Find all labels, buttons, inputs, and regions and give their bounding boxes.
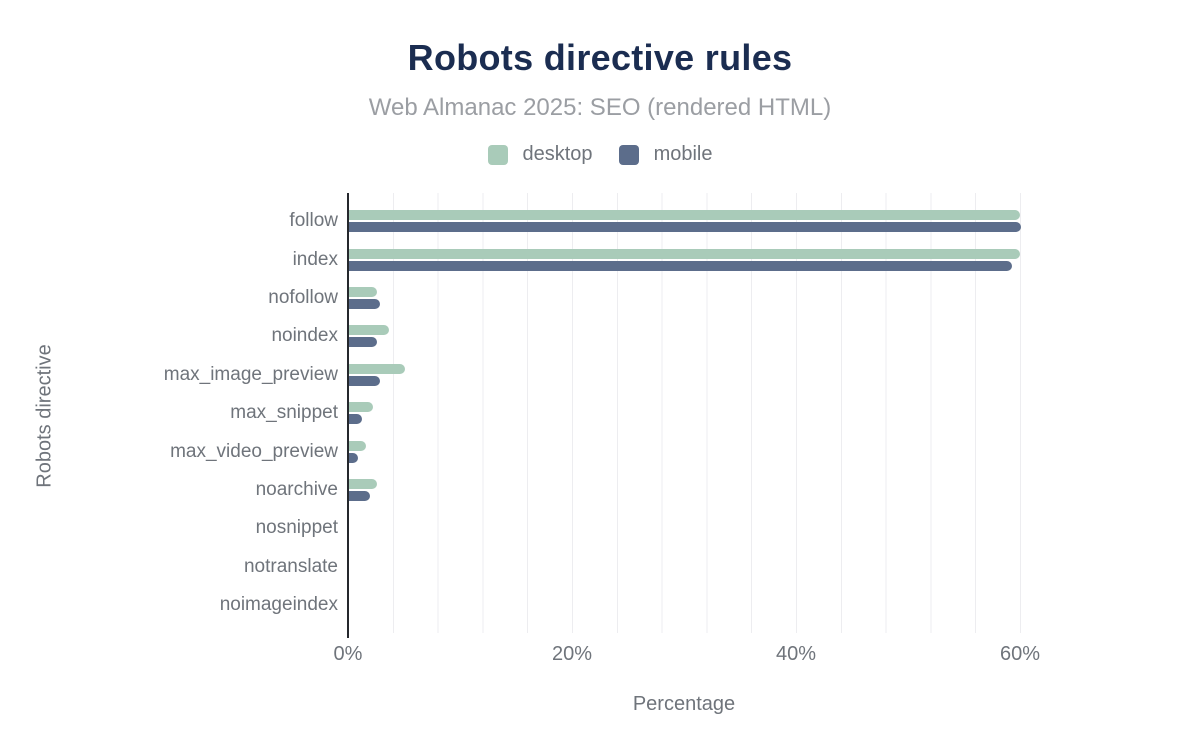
chart-row: notranslate: [244, 548, 1021, 586]
chart-row: max_image_preview: [164, 356, 1021, 394]
y-axis-line: [347, 633, 349, 638]
bar-desktop: [349, 210, 1020, 221]
row-label: noindex: [271, 325, 338, 347]
bar-desktop: [349, 325, 390, 336]
row-label: nosnippet: [255, 517, 338, 539]
row-label: noimageindex: [219, 594, 338, 616]
legend-label-desktop: desktop: [522, 143, 593, 165]
x-tick-label: 40%: [775, 643, 817, 665]
chart-title: Robots directive rules: [407, 37, 793, 78]
x-axis-title: Percentage: [632, 693, 736, 715]
row-label: max_snippet: [230, 402, 338, 424]
chart-row: max_video_preview: [170, 432, 1021, 470]
bar-mobile: [349, 337, 377, 348]
row-label: follow: [289, 210, 338, 232]
x-tick-label: 0%: [333, 643, 363, 665]
legend-swatch-mobile: [618, 144, 639, 165]
bar-desktop: [349, 286, 377, 297]
bar-mobile: [349, 414, 363, 425]
row-label: notranslate: [243, 555, 338, 577]
chart-row: index: [293, 240, 1021, 278]
plot-rows: follow index nofollow noindex max_image_prev…: [164, 193, 1021, 624]
chart-row: nosnippet: [256, 509, 1021, 547]
bar-desktop: [349, 478, 377, 489]
bar-desktop: [349, 363, 405, 374]
y-axis-title: Robots directive: [33, 344, 56, 488]
chart-subtitle: Web Almanac 2025: SEO (rendered HTML): [368, 94, 832, 121]
bar-mobile: [349, 260, 1013, 271]
legend-label-mobile: mobile: [653, 143, 713, 165]
chart-row: follow: [289, 202, 1021, 240]
bar-mobile: [349, 298, 381, 309]
chart-row: max_snippet: [230, 394, 1021, 432]
chart-row: noindex: [271, 317, 1021, 355]
bar-mobile: [349, 490, 371, 501]
bar-desktop: [349, 440, 366, 451]
bar-desktop: [349, 248, 1020, 259]
row-label: noarchive: [255, 478, 338, 500]
legend-swatch-desktop: [487, 144, 508, 165]
bar-mobile: [349, 452, 358, 463]
legend-item-desktop: desktop: [487, 143, 593, 166]
legend: desktop mobile: [0, 143, 1200, 166]
x-tick-label: 60%: [999, 643, 1041, 665]
plot-area: follow index nofollow noindex max_image_prev…: [164, 193, 1021, 633]
bar-desktop: [349, 402, 373, 413]
bar-mobile: [349, 222, 1021, 233]
chart-row: noimageindex: [220, 586, 1021, 624]
row-label: nofollow: [268, 286, 338, 308]
legend-item-mobile: mobile: [618, 143, 713, 166]
bar-mobile: [349, 375, 381, 386]
x-axis-ticks: 0% 20% 40% 60%: [334, 643, 1040, 669]
row-label: max_video_preview: [170, 440, 338, 462]
chart-row: nofollow: [268, 279, 1021, 317]
row-label: index: [292, 248, 338, 270]
chart-row: noarchive: [256, 471, 1021, 509]
x-tick-label: 20%: [551, 643, 593, 665]
row-label: max_image_preview: [163, 363, 338, 385]
